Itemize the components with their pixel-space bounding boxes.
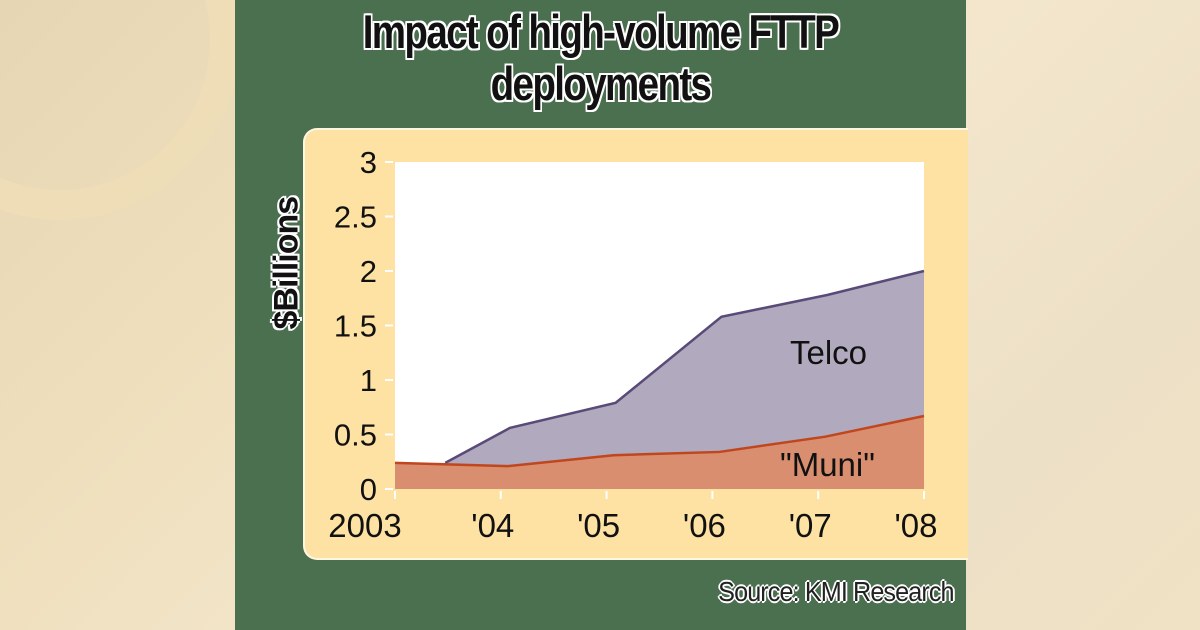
x-tick-label: '06 <box>683 507 726 544</box>
title-line-2: deployments <box>490 57 712 110</box>
chart-title: Impact of high-volume FTTP deployments <box>301 6 900 110</box>
x-tick-label: '07 <box>789 507 832 544</box>
muni-area <box>395 415 924 489</box>
telco-label: Telco <box>790 334 867 371</box>
muni-line <box>394 414 925 468</box>
x-tick-label: '05 <box>577 507 620 544</box>
x-tick-label: '04 <box>471 507 514 544</box>
telco-line <box>444 269 925 464</box>
chart-panel: Impact of high-volume FTTP deployments $… <box>235 0 968 630</box>
x-tick-label: 2003 <box>328 507 401 544</box>
y-tick-label: 2.5 <box>334 200 377 235</box>
title-line-1: Impact of high-volume FTTP <box>362 5 840 58</box>
background-swirl <box>0 0 240 220</box>
y-tick-label: 0.5 <box>334 418 377 453</box>
y-tick-label: 1.5 <box>334 309 377 344</box>
muni-label: "Muni" <box>780 446 875 483</box>
y-tick-label: 2 <box>360 254 377 289</box>
y-tick-label: 0 <box>360 472 377 507</box>
y-tick-label: 1 <box>360 363 377 398</box>
x-tick-label: '08 <box>894 507 937 544</box>
y-tick-label: 3 <box>360 145 377 180</box>
source-label: Source: KMI Research <box>718 576 954 607</box>
chart-plot: 0 0.5 1 1.5 2 2.5 3 2003 '04 '05 '06 '07 '08 Telco "Mu… <box>328 145 937 544</box>
